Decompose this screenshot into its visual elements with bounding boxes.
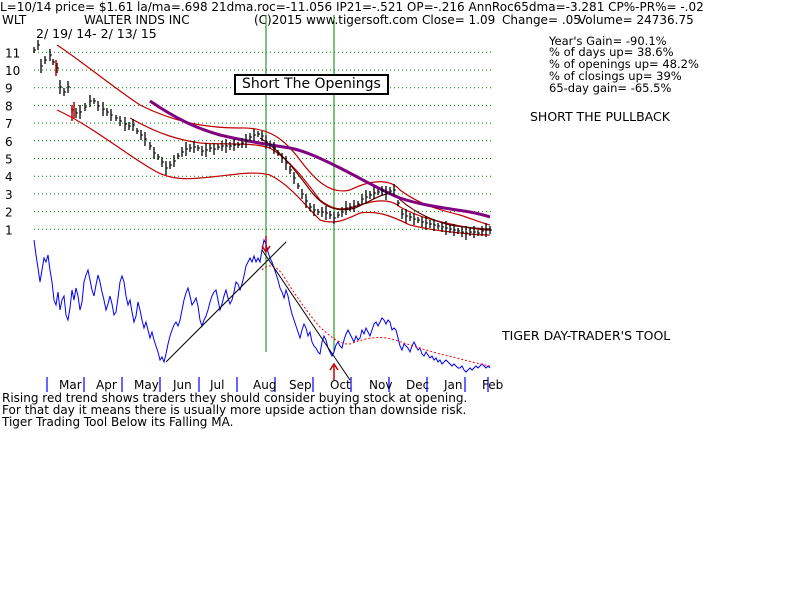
y-tick-label: 11 (5, 46, 20, 60)
month-label: Jan (443, 378, 463, 392)
tool-label: TIGER DAY-TRADER'S TOOL (502, 328, 671, 343)
header-stats-line: L=10/14 price= $1.61 la/ma=.698 21dma.ro… (0, 0, 704, 14)
tool-ma-line (261, 265, 491, 367)
change-value: Change= .05 (502, 13, 581, 27)
date-range: 2/ 19/ 14- 2/ 13/ 15 (36, 26, 157, 41)
y-tick-label: 8 (5, 99, 13, 113)
close-value: Close= 1.09 (422, 13, 496, 27)
month-label: Dec (406, 378, 429, 392)
y-tick-label: 5 (5, 153, 13, 167)
month-label: Apr (96, 378, 117, 392)
stat-openings-up: % of openings up= 48.2% (549, 57, 699, 71)
month-label: Jun (172, 378, 192, 392)
short-pullback-label: SHORT THE PULLBACK (530, 109, 670, 124)
price-series (33, 40, 492, 240)
sell-arrow (261, 236, 271, 254)
rising-trendline (165, 241, 287, 363)
month-label: Sep (289, 378, 312, 392)
signal-lines (265, 15, 335, 352)
month-label: Nov (369, 378, 392, 392)
stat-65-day-gain: 65-day gain= -65.5% (549, 81, 672, 95)
company-name: WALTER INDS INC (84, 13, 190, 27)
buy-arrow (329, 362, 339, 380)
tool-series (33, 236, 491, 381)
month-axis: Mar Apr May Jun Jul Aug Sep Oct Nov Dec Jan Feb (46, 377, 503, 392)
y-tick-label: 9 (5, 82, 13, 96)
middle-band (129, 117, 491, 231)
stat-closings-up: % of closings up= 39% (549, 69, 682, 83)
y-tick-label: 6 (5, 135, 13, 149)
month-label: Aug (253, 378, 276, 392)
short-ma (259, 137, 491, 230)
footer-line-3: Tiger Trading Tool Below its Falling MA. (2, 415, 234, 429)
short-openings-label: Short The Openings (234, 74, 389, 95)
month-label: Mar (59, 378, 82, 392)
y-tick-label: 1 (5, 223, 13, 237)
copyright-text: (C)2015 www.tigersoft.com (254, 13, 418, 27)
y-axis-ticks: 11 10 9 8 7 6 5 4 3 2 1 (5, 46, 20, 237)
price-bands (56, 44, 491, 236)
stat-days-up: % of days up= 38.6% (549, 45, 674, 59)
y-tick-label: 7 (5, 117, 13, 131)
footer-line-1: Rising red trend shows traders they shou… (2, 391, 468, 405)
y-tick-label: 3 (5, 188, 13, 202)
moving-average (149, 99, 491, 219)
falling-trendline (261, 249, 351, 381)
footer-line-2: For that day it means there is usually m… (2, 403, 467, 417)
y-tick-label: 2 (5, 206, 13, 220)
month-label: May (134, 378, 159, 392)
y-tick-label: 10 (5, 64, 20, 78)
month-label: Jul (209, 378, 224, 392)
volume-value: Volume= 24736.75 (578, 13, 694, 27)
tool-line (33, 238, 491, 373)
month-label: Oct (330, 378, 351, 392)
ma50-line (149, 99, 491, 219)
upper-band (56, 44, 491, 226)
ticker-label: WLT (2, 13, 27, 27)
stat-years-gain: Year's Gain= -90.1% (549, 34, 667, 48)
month-label: Feb (482, 378, 503, 392)
y-tick-label: 4 (5, 170, 13, 184)
